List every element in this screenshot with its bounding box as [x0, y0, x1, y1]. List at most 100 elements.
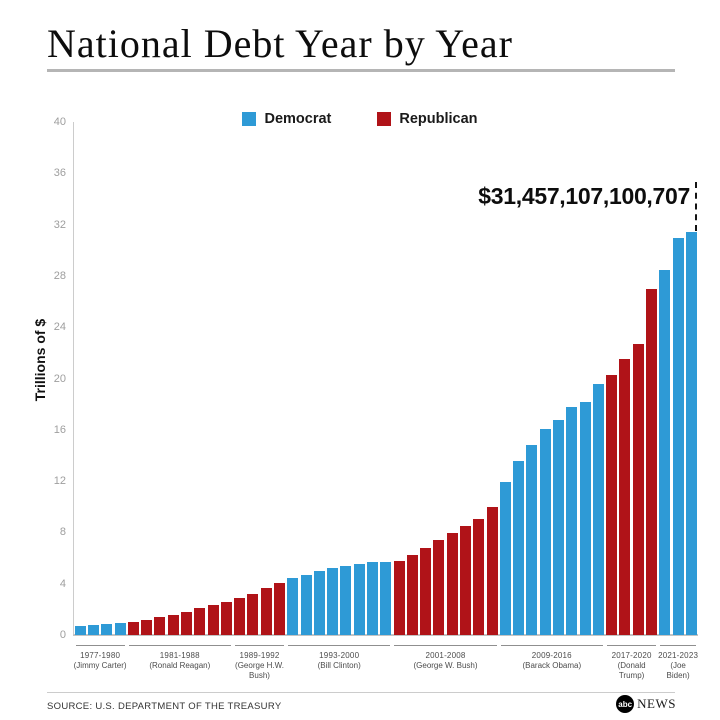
- x-group-years: 2021-2023: [658, 651, 699, 660]
- x-group-president: Bush): [249, 671, 270, 680]
- bar-2005: [446, 533, 458, 635]
- y-tick-40: 40: [53, 116, 66, 128]
- x-group-label-joe-biden: 2021-2023 (Joe Biden): [588, 651, 720, 681]
- x-group-label-george-w-bush: 2001-2008 (George W. Bush): [356, 651, 536, 671]
- x-group-line-george-h-w-bush: [234, 645, 284, 646]
- x-group-president: (George H.W.: [235, 661, 284, 670]
- x-group-president: (Joe: [670, 661, 686, 670]
- page-title: National Debt Year by Year: [47, 21, 513, 66]
- bar-2013: [553, 420, 564, 635]
- bar-1985: [180, 611, 192, 635]
- bar-1989: [234, 598, 246, 635]
- x-group-president: Biden): [666, 671, 690, 680]
- bar-2021: [659, 270, 671, 635]
- y-tick-12: 12: [53, 475, 66, 488]
- x-group-president: (Donald: [617, 661, 646, 670]
- bar-2006: [460, 525, 471, 635]
- abc-logo-text: abc: [618, 699, 633, 709]
- x-group-line-george-w-bush: [394, 645, 497, 646]
- bar-2018: [619, 359, 631, 635]
- title-underline: [47, 69, 675, 72]
- x-group-label-jimmy-carter: 1977-1980 (Jimmy Carter): [10, 651, 190, 671]
- bar-2022: [672, 238, 684, 635]
- bar-1977: [74, 626, 86, 635]
- bar-2014: [566, 406, 578, 635]
- y-tick-0: 0: [59, 629, 66, 641]
- bar-1986: [194, 607, 206, 635]
- x-group-president: (Ronald Reagan): [149, 661, 211, 670]
- legend-swatch-republican-icon: [377, 112, 392, 126]
- bar-1995: [313, 571, 325, 635]
- bar-2004: [433, 540, 445, 635]
- bar-2001: [393, 560, 405, 635]
- bar-1993: [287, 578, 299, 635]
- x-group-line-ronald-reagan: [128, 645, 231, 646]
- bar-1998: [353, 564, 365, 635]
- bar-1978: [87, 625, 99, 635]
- bar-2020: [646, 289, 657, 635]
- chart-legend: Democrat Republican: [0, 111, 720, 127]
- bar-1997: [340, 565, 352, 635]
- bar-2011: [526, 445, 538, 635]
- bar-2016: [592, 384, 604, 635]
- x-group-president: Trump): [618, 671, 645, 680]
- bar-2008: [486, 506, 498, 635]
- x-group-years: 1981-1988: [159, 651, 200, 660]
- bar-1979: [101, 624, 113, 635]
- x-group-line-bill-clinton: [288, 645, 391, 646]
- x-group-label-ronald-reagan: 1981-1988 (Ronald Reagan): [90, 651, 270, 671]
- y-tick-4: 4: [59, 577, 66, 590]
- x-group-years: 1993-2000: [319, 651, 360, 660]
- x-group-president: (Bill Clinton): [317, 661, 361, 670]
- abc-news-logo: abc NEWS: [616, 695, 676, 713]
- x-group-president: (Barack Obama): [522, 661, 582, 670]
- bar-1992: [274, 582, 285, 635]
- bar-2003: [420, 548, 432, 635]
- x-group-years: 2001-2008: [425, 651, 466, 660]
- bar-1991: [260, 587, 272, 635]
- x-group-label-barack-obama: 2009-2016 (Barack Obama): [462, 651, 642, 671]
- bar-1983: [154, 617, 166, 635]
- y-tick-20: 20: [53, 372, 66, 385]
- y-tick-8: 8: [59, 526, 66, 539]
- peak-debt-annotation: $31,457,107,100,707: [478, 183, 690, 209]
- y-axis-line: [73, 122, 74, 635]
- bar-1982: [141, 620, 153, 635]
- x-group-years: 1977-1980: [80, 651, 121, 660]
- abc-logo-icon: abc: [616, 695, 635, 713]
- x-group-president: (Jimmy Carter): [73, 661, 127, 670]
- annotation-dashed-line: [695, 182, 697, 231]
- x-group-line-donald-trump: [607, 645, 657, 646]
- y-tick-32: 32: [53, 218, 66, 231]
- bar-1990: [247, 593, 259, 635]
- legend-label: Democrat: [264, 111, 332, 127]
- bar-2015: [579, 402, 591, 635]
- bar-1987: [207, 604, 219, 635]
- bar-2010: [513, 461, 525, 635]
- legend-item-republican: Republican: [377, 111, 478, 127]
- bar-1980: [114, 623, 126, 635]
- bar-2023: [685, 231, 697, 635]
- bar-1984: [167, 614, 179, 635]
- x-group-line-joe-biden: [660, 645, 696, 646]
- bar-2007: [473, 519, 485, 635]
- source-text: SOURCE: U.S. DEPARTMENT OF THE TREASURY: [47, 701, 282, 712]
- x-group-years: 1989-1992: [239, 651, 280, 660]
- y-tick-28: 28: [53, 269, 66, 282]
- x-group-years: 2017-2020: [611, 651, 652, 660]
- x-group-label-bill-clinton: 1993-2000 (Bill Clinton): [249, 651, 429, 671]
- bar-1999: [367, 562, 378, 635]
- bar-2017: [606, 375, 618, 635]
- x-axis-baseline: [73, 634, 698, 636]
- legend-item-democrat: Democrat: [242, 111, 331, 127]
- bar-2002: [406, 555, 418, 635]
- x-group-president: (George W. Bush): [413, 661, 478, 670]
- bar-1994: [300, 574, 312, 635]
- y-tick-16: 16: [53, 423, 66, 436]
- bar-2009: [499, 482, 511, 635]
- legend-swatch-democrat-icon: [242, 112, 257, 126]
- footer-divider: [47, 692, 675, 693]
- x-group-years: 2009-2016: [531, 651, 572, 660]
- x-group-label-george-h-w-bush: 1989-1992 (George H.W. Bush): [170, 651, 350, 681]
- news-wordmark: NEWS: [637, 696, 676, 711]
